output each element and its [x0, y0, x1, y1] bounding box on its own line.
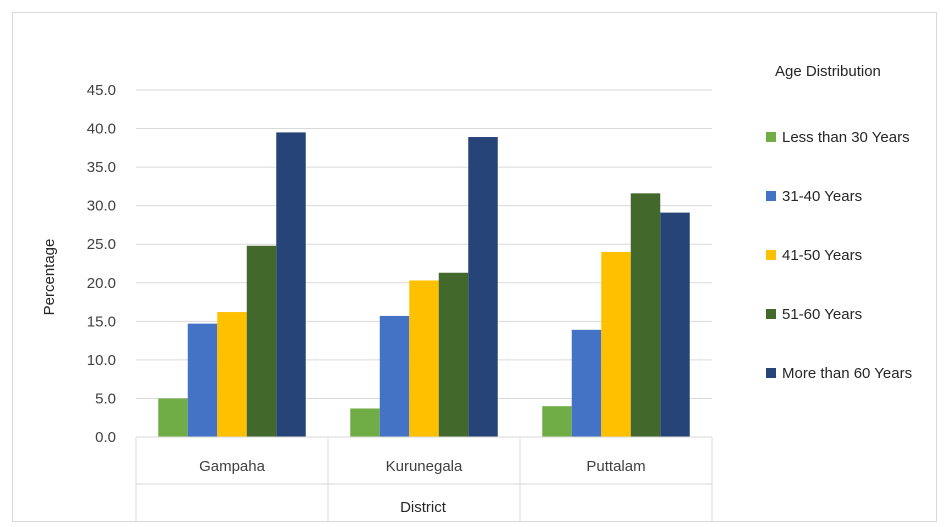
bar [630, 193, 661, 437]
chart-frame [12, 12, 937, 522]
bar [158, 398, 188, 437]
legend-entry: 41-50 Years [782, 247, 862, 264]
x-tick-label: Puttalam [586, 458, 645, 475]
y-tick-label: 35.0 [87, 159, 116, 176]
legend: Less than 30 Years 31-40 Years 41-50 Years… [766, 129, 912, 382]
bar [660, 212, 690, 437]
y-tick-label: 45.0 [87, 82, 116, 99]
bars [158, 132, 690, 437]
y-tick-label: 40.0 [87, 121, 116, 138]
bar [187, 323, 218, 437]
bar [350, 408, 380, 437]
legend-swatch [766, 309, 776, 319]
bar [276, 132, 306, 437]
bar [438, 272, 469, 437]
y-tick-label: 25.0 [87, 236, 116, 253]
bar [601, 251, 631, 437]
bar [217, 312, 247, 437]
y-tick-label: 15.0 [87, 313, 116, 330]
y-axis-ticks: 0.0 5.0 10.0 15.0 20.0 25.0 30.0 35.0 40.0 45.0 [87, 82, 116, 446]
bar [571, 329, 602, 437]
y-tick-label: 5.0 [95, 390, 116, 407]
legend-entry: 31-40 Years [782, 188, 862, 205]
legend-swatch [766, 250, 776, 260]
x-tick-label: Gampaha [199, 458, 266, 475]
legend-entry: More than 60 Years [782, 365, 912, 382]
legend-entry: Less than 30 Years [782, 129, 910, 146]
legend-title: Age Distribution [775, 63, 881, 80]
legend-swatch [766, 132, 776, 142]
bar [246, 245, 277, 437]
y-tick-label: 20.0 [87, 275, 116, 292]
y-tick-label: 10.0 [87, 352, 116, 369]
x-axis-title: District [400, 499, 447, 516]
y-tick-label: 30.0 [87, 198, 116, 215]
legend-entry: 51-60 Years [782, 306, 862, 323]
legend-swatch [766, 191, 776, 201]
bar [468, 137, 498, 437]
x-axis: Gampaha Kurunegala Puttalam [135, 436, 713, 522]
bar [409, 280, 439, 437]
x-tick-label: Kurunegala [386, 458, 463, 475]
y-tick-label: 0.0 [95, 429, 116, 446]
y-axis-title: Percentage [41, 239, 58, 316]
legend-swatch [766, 368, 776, 378]
bar [542, 406, 572, 437]
bar [379, 315, 410, 437]
